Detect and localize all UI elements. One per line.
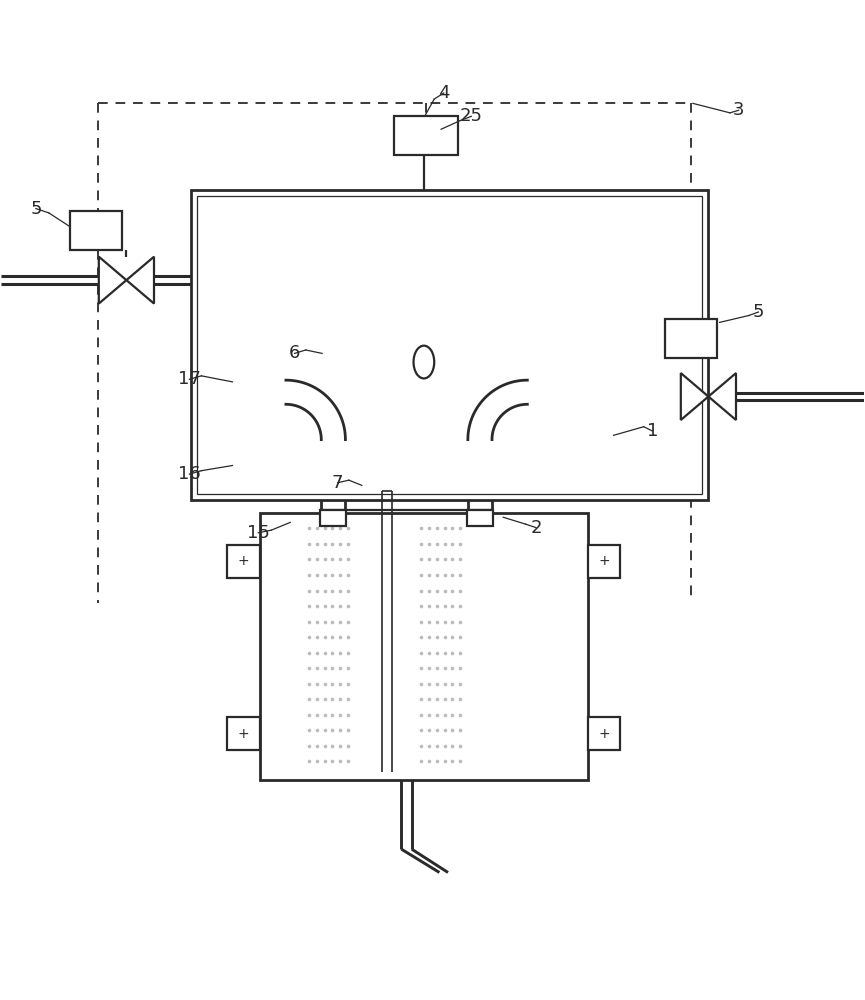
Text: 5: 5	[30, 200, 42, 218]
Bar	[260, 513, 587, 780]
Text: +: +	[599, 727, 610, 741]
Bar	[467, 510, 493, 526]
Bar	[587, 717, 620, 750]
Bar	[394, 116, 458, 155]
Bar	[227, 717, 260, 750]
Bar	[665, 319, 717, 358]
Text: 2: 2	[530, 519, 541, 537]
Bar	[587, 545, 620, 578]
Text: 1: 1	[647, 422, 658, 440]
Polygon shape	[126, 257, 154, 304]
Polygon shape	[708, 373, 736, 420]
Bar	[320, 510, 346, 526]
Text: 5: 5	[753, 303, 764, 321]
Text: 15: 15	[247, 524, 270, 542]
Polygon shape	[99, 257, 126, 304]
Text: 3: 3	[733, 101, 745, 119]
Text: +: +	[238, 554, 249, 568]
Text: +: +	[238, 727, 249, 741]
Bar	[191, 190, 708, 500]
Text: 25: 25	[460, 107, 483, 125]
Text: 6: 6	[289, 344, 300, 362]
Text: 16: 16	[178, 465, 201, 483]
Polygon shape	[681, 373, 708, 420]
Bar	[227, 545, 260, 578]
Ellipse shape	[413, 346, 434, 378]
Text: 17: 17	[178, 370, 201, 388]
Text: +: +	[599, 554, 610, 568]
Bar	[70, 211, 122, 250]
Text: 7: 7	[332, 474, 343, 492]
Text: 4: 4	[438, 84, 450, 102]
Bar	[197, 196, 702, 494]
